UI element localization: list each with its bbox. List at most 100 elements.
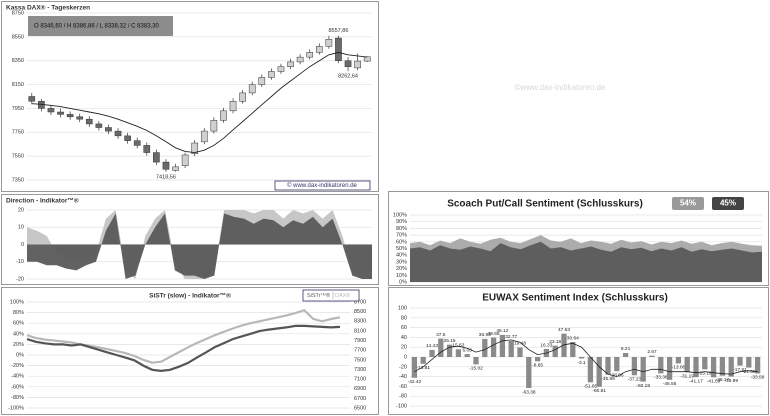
candle-body	[85, 118, 93, 125]
candle-body	[229, 101, 237, 112]
bar	[464, 354, 470, 357]
y-tick-label: 10	[18, 225, 24, 231]
bar	[754, 357, 761, 374]
value-label: -15.02	[469, 366, 483, 372]
bar	[631, 357, 638, 376]
value-label: -33.38	[654, 375, 668, 381]
y-tick-label: -60%	[11, 384, 24, 390]
bar	[490, 337, 497, 357]
y-tick-label: 80%	[13, 310, 24, 316]
bar	[640, 357, 646, 382]
trend-line	[414, 339, 758, 378]
info-text: O 8346,60 / H 8386,86 / L 8338,32 / C 83…	[34, 24, 160, 30]
bar	[746, 357, 752, 368]
y-tick-label: 0	[404, 354, 407, 360]
y-tick-label: 60%	[13, 321, 24, 327]
value-label: 8.21	[621, 346, 631, 352]
y-tick-label: 7900	[354, 338, 366, 344]
candle-body	[363, 56, 371, 62]
bar	[570, 341, 576, 357]
value-label: 14.43	[426, 343, 438, 349]
bar	[446, 344, 453, 357]
y-tick-label: 20%	[13, 342, 24, 348]
y-tick-label: 8750	[12, 10, 24, 16]
y-tick-label: 8700	[354, 299, 366, 305]
bar	[420, 357, 426, 364]
y-tick-label: 0	[21, 242, 24, 248]
y-tick-label: 80%	[396, 226, 407, 232]
candle-body	[28, 96, 36, 102]
y-tick-label: 20	[401, 345, 407, 351]
candle-body	[306, 52, 314, 58]
y-tick-label: 40%	[13, 331, 24, 337]
footer: © www.dax-indikatoren.de	[287, 182, 357, 189]
candle-body	[47, 108, 55, 113]
bar	[561, 333, 567, 357]
bar	[508, 340, 514, 357]
value-label: -28.96	[610, 372, 624, 378]
y-tick-label: 8300	[354, 319, 366, 325]
value-label: 30.64	[567, 335, 579, 341]
y-tick-label: -10	[16, 259, 24, 265]
y-tick-label: -80%	[11, 395, 24, 401]
y-tick-label: -100	[396, 403, 407, 409]
y-tick-label: 60	[401, 325, 407, 331]
candle-body	[239, 92, 246, 102]
y-tick-label: 20%	[396, 266, 407, 272]
value-label: -3.1	[577, 360, 586, 366]
value-label: -37.23	[628, 377, 642, 383]
y-tick-label: -40	[399, 374, 407, 380]
bar	[429, 349, 435, 357]
value-label: 45.12	[496, 328, 508, 334]
y-tick-label: 40	[401, 335, 407, 341]
bar	[684, 357, 690, 373]
series-line	[26, 324, 341, 373]
y-tick-label: -20	[399, 364, 407, 370]
y-tick-label: 70%	[396, 233, 407, 239]
candle-body	[124, 135, 131, 141]
y-tick-label: 8150	[12, 82, 24, 88]
candle-body	[191, 142, 199, 155]
y-tick-label: 7950	[12, 106, 24, 112]
sistr-panel	[1, 287, 379, 415]
candle-body	[210, 120, 218, 132]
legend-entry: SiSTr™®	[307, 292, 330, 299]
y-tick-label: -40%	[11, 374, 24, 380]
bar	[517, 347, 523, 357]
chart-title: Direction - Indikator™®	[6, 197, 79, 205]
chart-title: SiSTr (slow) - Indikator™®	[149, 292, 231, 300]
y-tick-label: 7550	[12, 154, 24, 160]
y-tick-label: 7500	[354, 357, 366, 363]
candle-body	[296, 56, 304, 63]
value-label: 6.03	[463, 347, 473, 353]
value-label: 37.5	[436, 332, 446, 338]
y-tick-label: 50%	[396, 246, 407, 252]
y-tick-label: 7700	[354, 348, 366, 354]
bar	[455, 349, 462, 357]
euwax-panel	[388, 287, 769, 415]
bar	[473, 357, 479, 365]
value-label: -35.89	[601, 376, 615, 382]
candle-body	[172, 166, 179, 171]
candle-body	[66, 114, 74, 118]
value-label: -39.99	[724, 378, 738, 384]
value-label: -50.18	[636, 383, 650, 389]
info-box	[28, 16, 173, 36]
bar	[605, 357, 611, 375]
y-tick-label: 0%	[16, 352, 24, 358]
y-tick-label: 100	[398, 305, 407, 311]
y-tick-label: 6700	[354, 396, 366, 402]
candle-body	[114, 130, 122, 137]
value-label: -41.17	[689, 378, 703, 384]
value-label: 15.63	[452, 343, 464, 349]
y-tick-label: 7100	[354, 377, 366, 383]
bar	[675, 357, 682, 364]
value-label: -42.42	[408, 379, 422, 385]
value-label: -8.65	[532, 363, 543, 369]
y-tick-label: 90%	[396, 219, 407, 225]
candle-body	[344, 60, 352, 67]
value-label: -13.81	[416, 365, 430, 371]
value-label: -38.17	[716, 377, 730, 383]
value-label: -51.65	[584, 384, 598, 390]
candle-body	[258, 77, 266, 85]
